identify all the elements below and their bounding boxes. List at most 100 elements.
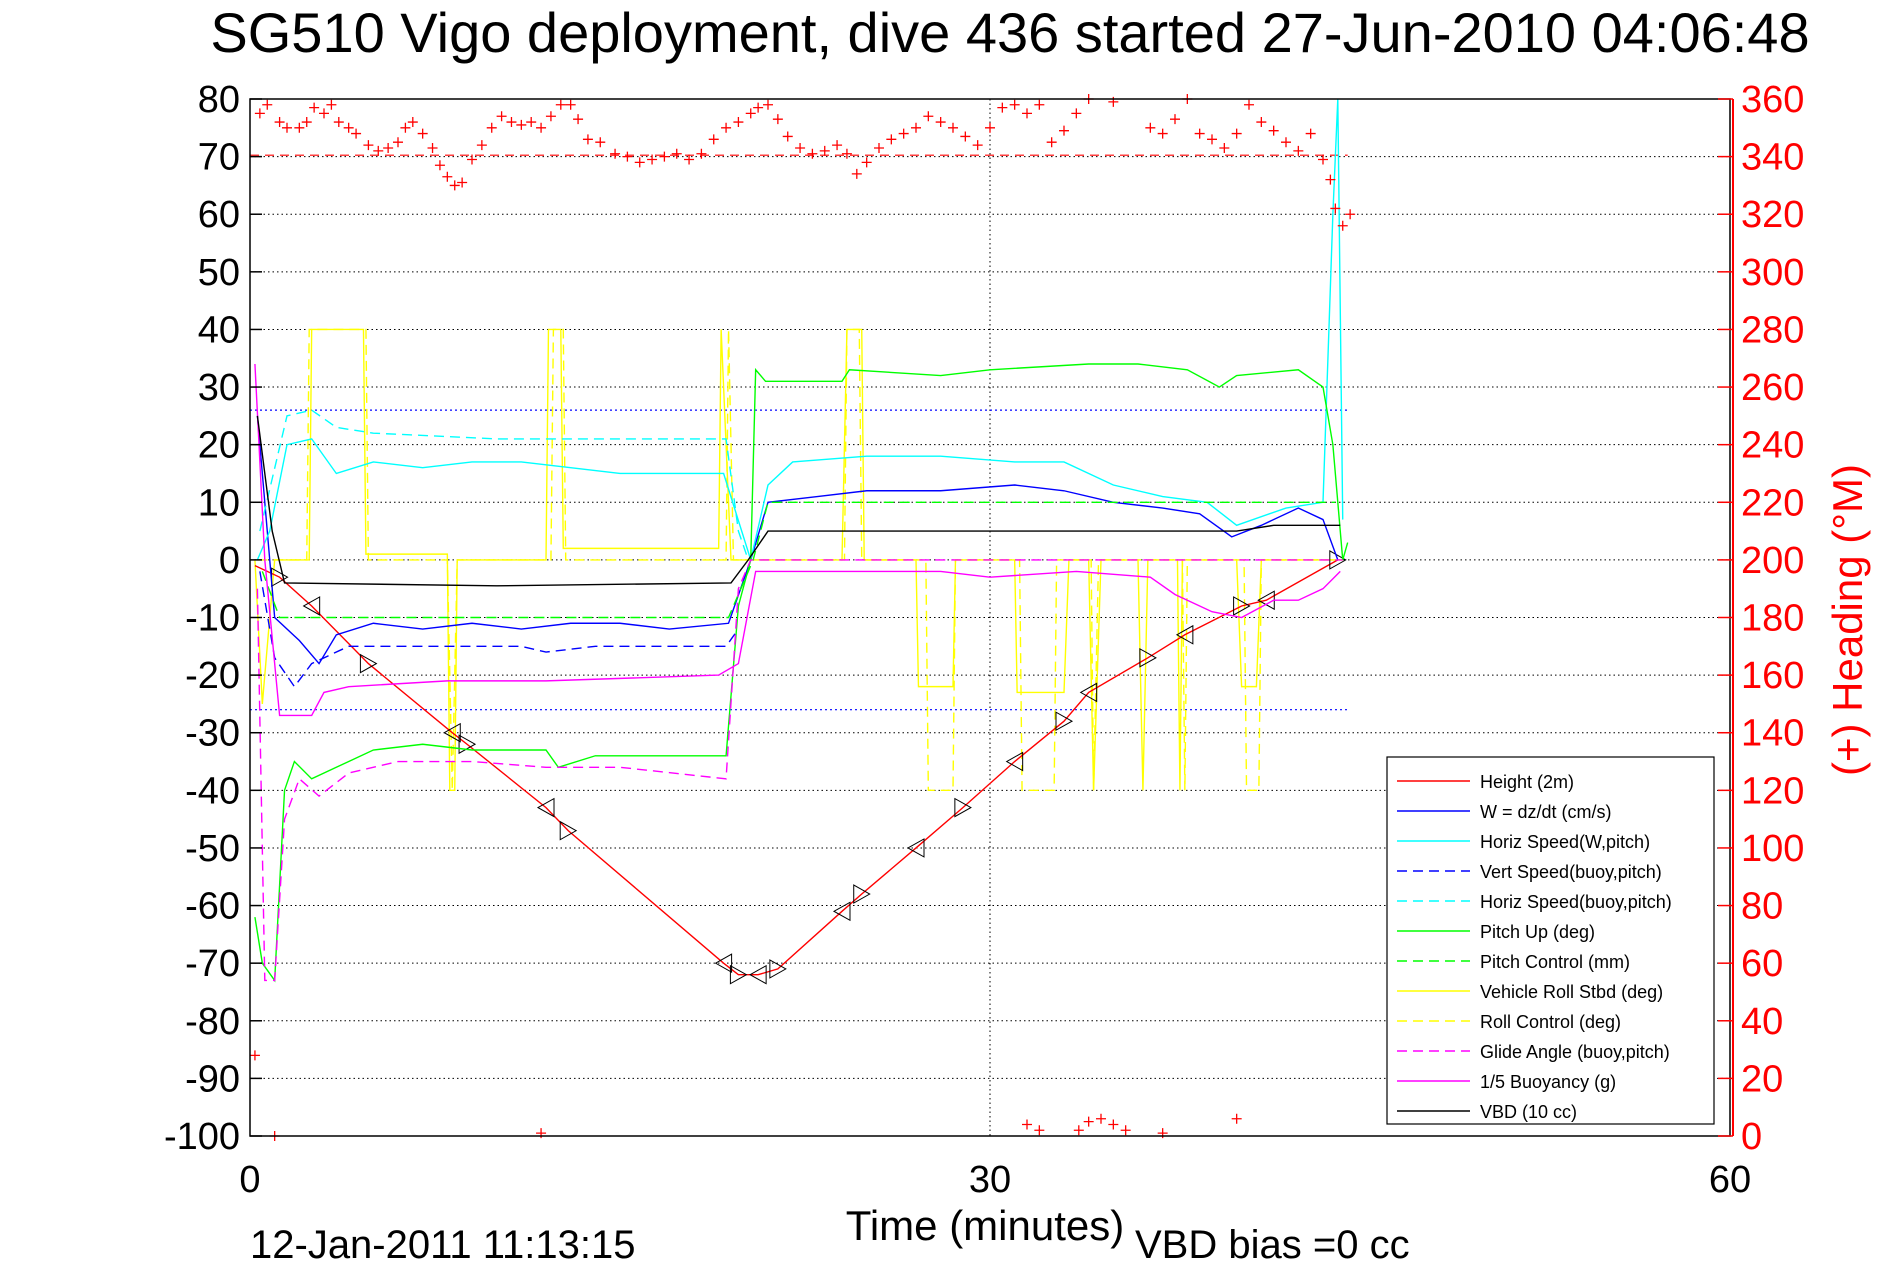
series-line-w-dz-dt-cm-s- xyxy=(256,415,1339,665)
y-right-tick-label: 120 xyxy=(1741,770,1804,812)
height-marker xyxy=(1329,550,1347,570)
axes: 80706050403020100-10-20-30-40-50-60-70-8… xyxy=(164,79,1804,1201)
y-right-tick-label: 80 xyxy=(1741,886,1783,928)
heading-point xyxy=(1337,220,1348,231)
heading-point xyxy=(807,148,818,159)
heading-point xyxy=(1120,1125,1131,1136)
heading-point xyxy=(417,128,428,139)
series-line-vbd-10-cc- xyxy=(256,415,1341,587)
heading-point xyxy=(383,142,394,153)
heading-point xyxy=(282,122,292,133)
heading-point xyxy=(343,122,354,133)
x-tick-label: 30 xyxy=(969,1159,1011,1201)
y-right-tick-label: 40 xyxy=(1741,1001,1783,1043)
heading-point xyxy=(274,117,285,128)
heading-point xyxy=(1022,1119,1032,1130)
y-right-tick-label: 240 xyxy=(1741,425,1804,467)
footer-date: 12-Jan-2011 11:13:15 xyxy=(250,1223,636,1262)
heading-point xyxy=(1268,125,1279,136)
y-right-tick-label: 100 xyxy=(1741,828,1804,870)
height-marker xyxy=(1079,682,1098,703)
y-right-tick-label: 280 xyxy=(1741,309,1804,351)
heading-point xyxy=(634,157,645,168)
heading-point xyxy=(573,114,584,125)
heading-point xyxy=(1083,1116,1094,1127)
height-marker xyxy=(1139,647,1157,668)
heading-point xyxy=(1293,145,1304,156)
legend-label: Horiz Speed(W,pitch) xyxy=(1480,832,1650,852)
y-tick-label: -60 xyxy=(185,886,240,928)
y-tick-label: 10 xyxy=(198,482,240,524)
heading-point xyxy=(841,148,852,159)
heading-point xyxy=(610,148,621,159)
height-marker xyxy=(1005,751,1024,772)
heading-point xyxy=(309,102,320,113)
heading-point xyxy=(696,148,707,159)
height-marker xyxy=(729,964,748,985)
heading-point xyxy=(1330,203,1341,214)
heading-point xyxy=(1022,108,1032,119)
heading-point xyxy=(1145,122,1156,133)
heading-point xyxy=(427,142,438,153)
heading-point xyxy=(400,122,411,133)
height-marker xyxy=(832,901,851,922)
heading-point xyxy=(911,122,921,133)
legend-label: 1/5 Buoyancy (g) xyxy=(1480,1072,1616,1092)
heading-point xyxy=(442,171,453,182)
heading-point xyxy=(923,111,934,122)
heading-point xyxy=(1157,128,1168,139)
heading-point xyxy=(407,117,418,128)
x-axis-label: Time (minutes) xyxy=(846,1202,1124,1249)
series-line-height-2m- xyxy=(254,559,1339,976)
y-right-tick-label: 0 xyxy=(1741,1116,1762,1158)
series-group xyxy=(254,98,1349,985)
y-right-tick-label: 20 xyxy=(1741,1058,1783,1100)
height-marker xyxy=(714,953,733,974)
height-marker xyxy=(769,959,787,979)
height-marker xyxy=(1175,624,1194,645)
heading-point xyxy=(753,102,764,113)
y-tick-label: -80 xyxy=(185,1001,240,1043)
legend: Height (2m) W = dz/dt (cm/s) Horiz Speed(W… xyxy=(1386,756,1715,1125)
heading-point xyxy=(373,145,384,156)
heading-point xyxy=(671,148,682,159)
y-right-tick-label: 360 xyxy=(1741,79,1804,121)
height-marker xyxy=(443,722,461,743)
heading-point xyxy=(684,154,695,165)
height-marker xyxy=(559,820,578,841)
y-tick-label: -70 xyxy=(185,943,240,985)
heading-markers xyxy=(249,94,1356,1141)
heading-point xyxy=(486,122,497,133)
series-line-roll-control-deg- xyxy=(257,328,1343,792)
heading-point xyxy=(972,140,983,151)
heading-point xyxy=(1325,174,1336,185)
heading-point xyxy=(467,154,477,165)
heading-point xyxy=(595,137,606,148)
heading-point xyxy=(985,122,995,133)
heading-point xyxy=(1009,99,1020,110)
y-tick-label: -30 xyxy=(185,713,240,755)
series-line-horiz-speed-w-pitch- xyxy=(256,98,1344,563)
y-tick-label: 0 xyxy=(219,540,240,582)
heading-point xyxy=(721,122,732,133)
y-tick-label: 40 xyxy=(198,309,240,351)
heading-point xyxy=(1073,1125,1084,1136)
y-right-tick-label: 220 xyxy=(1741,482,1804,524)
legend-label: Vehicle Roll Stbd (deg) xyxy=(1480,982,1663,1002)
heading-point xyxy=(536,122,547,133)
y-right-tick-label: 200 xyxy=(1741,540,1804,582)
y-right-tick-label: 180 xyxy=(1741,598,1804,640)
heading-point xyxy=(795,142,806,153)
heading-point xyxy=(997,102,1008,113)
heading-point xyxy=(819,145,830,156)
heading-point xyxy=(1071,108,1082,119)
heading-point xyxy=(782,131,793,142)
heading-point xyxy=(886,134,897,145)
heading-point xyxy=(1318,154,1328,165)
height-marker xyxy=(359,653,378,674)
heading-point xyxy=(565,99,576,110)
heading-point xyxy=(363,140,374,151)
y-tick-label: 60 xyxy=(198,194,240,236)
heading-point xyxy=(333,117,344,128)
y-tick-label: 50 xyxy=(198,252,240,294)
